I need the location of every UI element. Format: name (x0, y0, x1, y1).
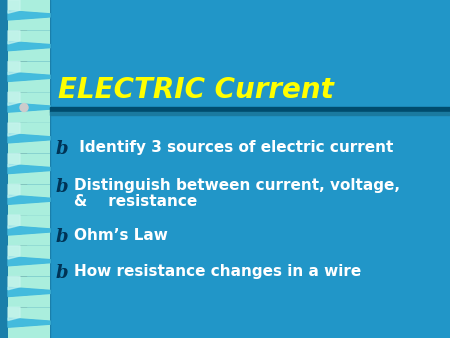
Polygon shape (8, 11, 50, 20)
Polygon shape (8, 123, 20, 136)
Polygon shape (8, 232, 50, 246)
Polygon shape (8, 103, 50, 112)
Polygon shape (8, 164, 50, 174)
Polygon shape (8, 31, 20, 44)
Text: &    resistance: & resistance (74, 194, 197, 209)
Polygon shape (8, 92, 50, 106)
Polygon shape (50, 112, 450, 115)
Polygon shape (8, 246, 50, 260)
Polygon shape (8, 226, 50, 235)
Polygon shape (0, 276, 50, 307)
Polygon shape (0, 184, 50, 215)
Polygon shape (8, 0, 20, 13)
Polygon shape (8, 318, 50, 327)
Polygon shape (8, 154, 50, 167)
Text: b: b (56, 140, 68, 158)
Polygon shape (0, 92, 50, 123)
Polygon shape (18, 307, 26, 338)
Polygon shape (0, 123, 50, 154)
Polygon shape (8, 215, 50, 229)
Polygon shape (18, 0, 26, 31)
Text: How resistance changes in a wire: How resistance changes in a wire (74, 264, 361, 279)
Polygon shape (0, 0, 50, 31)
Polygon shape (18, 184, 26, 215)
Polygon shape (8, 17, 50, 31)
Polygon shape (0, 154, 50, 184)
Polygon shape (8, 171, 50, 184)
Polygon shape (8, 257, 50, 266)
Polygon shape (8, 184, 50, 198)
Polygon shape (8, 92, 20, 105)
Polygon shape (18, 246, 26, 276)
Polygon shape (8, 78, 50, 92)
Polygon shape (18, 123, 26, 154)
Text: Distinguish between current, voltage,: Distinguish between current, voltage, (74, 178, 400, 193)
Polygon shape (18, 31, 26, 62)
Polygon shape (0, 215, 50, 246)
Polygon shape (8, 0, 50, 14)
Polygon shape (8, 324, 50, 338)
Polygon shape (8, 287, 50, 296)
Polygon shape (0, 246, 50, 276)
Polygon shape (8, 42, 50, 51)
Polygon shape (8, 276, 20, 290)
Polygon shape (8, 48, 50, 62)
Polygon shape (18, 62, 26, 92)
Polygon shape (0, 31, 50, 62)
Polygon shape (8, 263, 50, 276)
Polygon shape (8, 195, 50, 204)
Polygon shape (8, 72, 50, 81)
Polygon shape (18, 92, 26, 123)
Polygon shape (8, 154, 20, 167)
Polygon shape (8, 276, 50, 290)
Text: Ohm’s Law: Ohm’s Law (74, 228, 168, 243)
Polygon shape (0, 307, 50, 338)
Polygon shape (8, 307, 50, 321)
Polygon shape (8, 62, 20, 75)
Polygon shape (18, 276, 26, 307)
Polygon shape (8, 62, 50, 75)
Polygon shape (0, 62, 50, 92)
Polygon shape (8, 246, 20, 259)
Text: ELECTRIC Current: ELECTRIC Current (58, 76, 334, 104)
Polygon shape (8, 293, 50, 307)
Polygon shape (8, 307, 20, 320)
Circle shape (20, 103, 28, 112)
Polygon shape (50, 107, 450, 112)
Polygon shape (8, 215, 20, 228)
Text: b: b (56, 228, 68, 246)
Polygon shape (8, 184, 20, 198)
Polygon shape (8, 109, 50, 123)
Polygon shape (8, 140, 50, 154)
Text: b: b (56, 264, 68, 282)
Text: Identify 3 sources of electric current: Identify 3 sources of electric current (74, 140, 393, 155)
Polygon shape (8, 201, 50, 215)
Polygon shape (8, 134, 50, 143)
Text: b: b (56, 178, 68, 196)
Polygon shape (18, 154, 26, 184)
Polygon shape (8, 123, 50, 137)
Polygon shape (8, 31, 50, 45)
Polygon shape (18, 215, 26, 246)
